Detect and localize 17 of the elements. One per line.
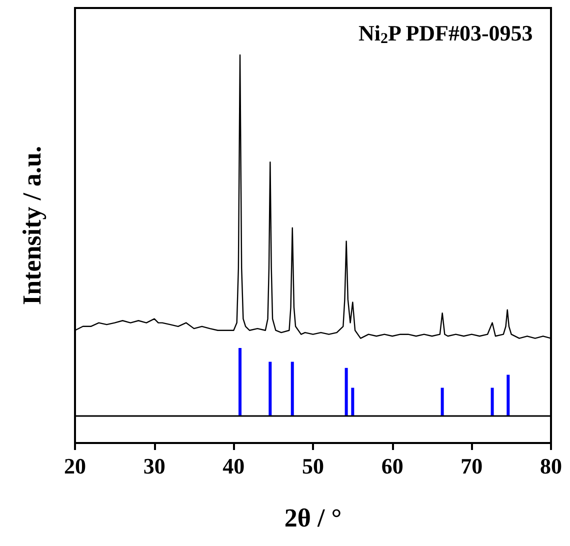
bar bbox=[351, 388, 354, 416]
x-tick-label: 60 bbox=[381, 454, 404, 478]
bar bbox=[490, 388, 494, 416]
y-axis-title: Intensity / a.u. bbox=[18, 146, 46, 305]
bar bbox=[238, 348, 242, 416]
x-tick-label: 20 bbox=[64, 454, 86, 478]
bar bbox=[268, 362, 272, 416]
x-tick-label: 80 bbox=[540, 454, 562, 478]
x-tick-label: 30 bbox=[143, 454, 166, 478]
x-tick-label: 50 bbox=[302, 454, 324, 478]
x-tick-label: 70 bbox=[460, 454, 483, 478]
bar bbox=[506, 374, 510, 416]
bar bbox=[440, 388, 444, 416]
x-axis-title: 2θ / ° bbox=[284, 504, 342, 532]
x-tick-label: 40 bbox=[222, 454, 245, 478]
bar bbox=[290, 362, 294, 416]
bar bbox=[344, 368, 348, 416]
